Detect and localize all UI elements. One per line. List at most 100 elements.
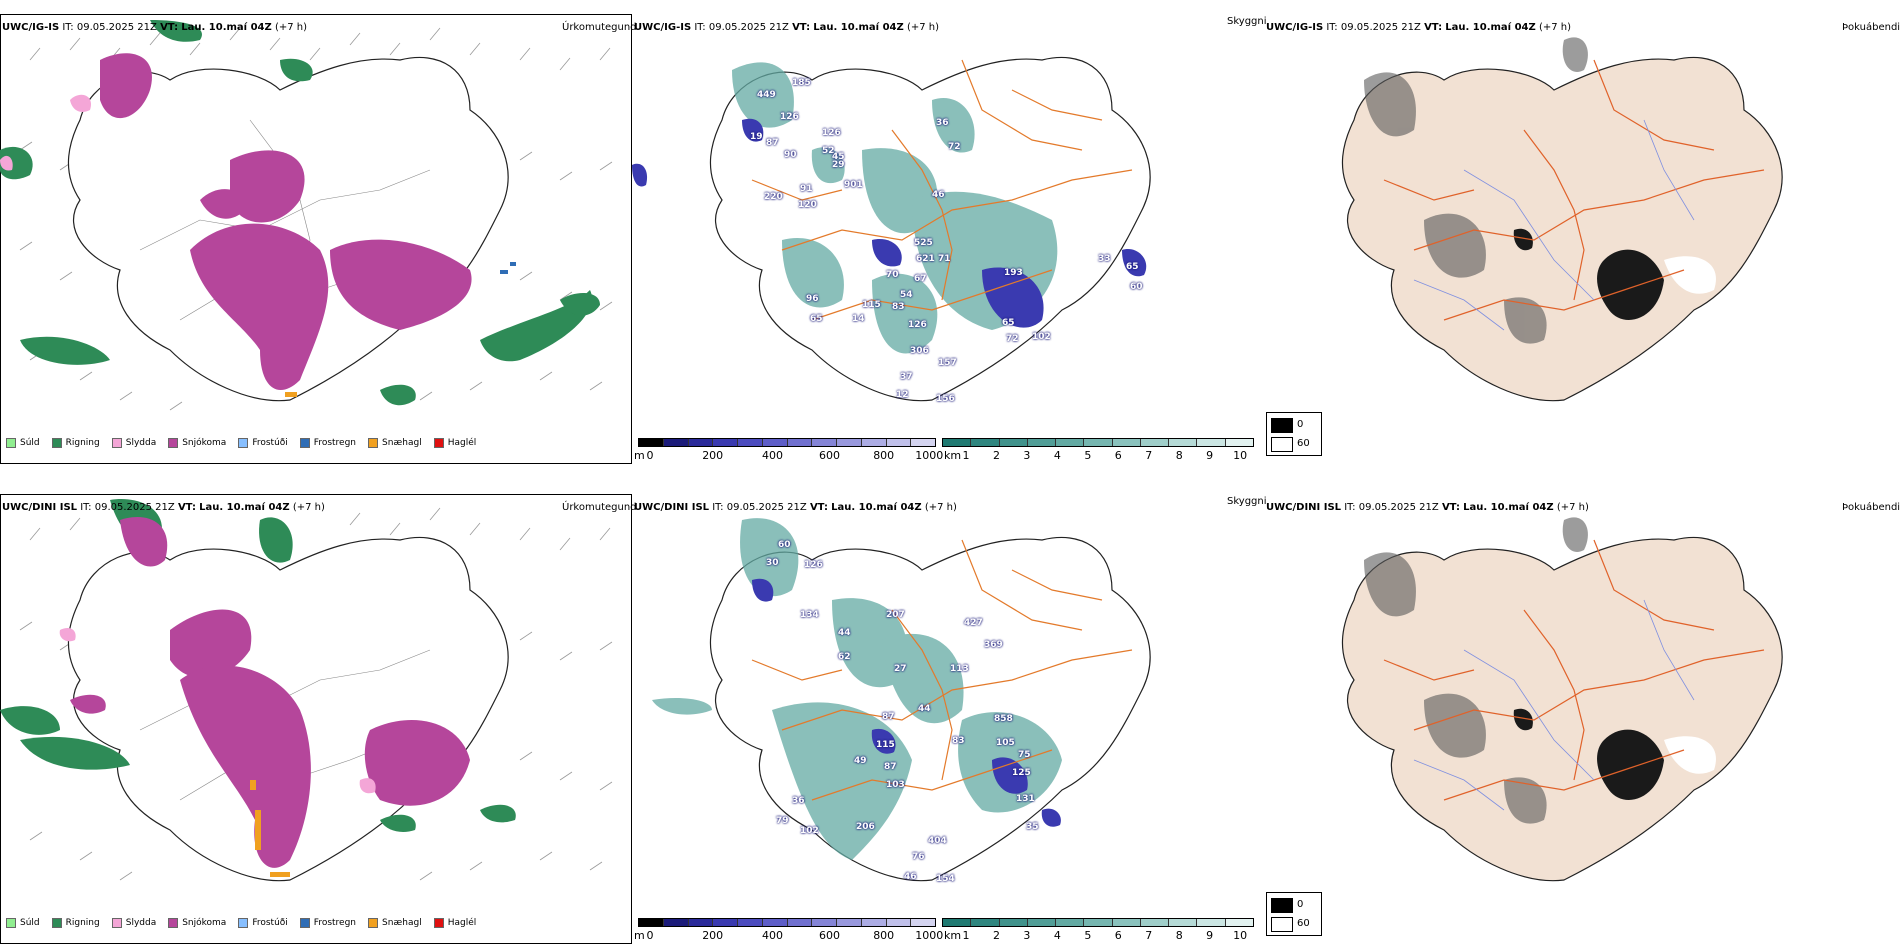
cloud-height-label: 193 xyxy=(1004,268,1023,278)
cloud-panel-1: 449 126 185 19 87 90 220 120 91 126 52 29 45 901 46 72 3… xyxy=(632,0,1267,470)
legend-item-snjokoma: Snjókoma xyxy=(168,918,226,928)
cbar-cell xyxy=(1027,439,1057,446)
panel-title: Úrkomutegund xyxy=(562,502,637,513)
cbar-cell xyxy=(1140,919,1170,926)
cloud-height-label: 87 xyxy=(766,138,779,148)
precip-legend: Súld Rigning Slydda Snjókoma Frostúði Fr… xyxy=(6,438,476,448)
cloud-height-label: 90 xyxy=(784,150,797,160)
cloud-height-label: 35 xyxy=(1026,822,1039,832)
cloudbase-unit: m xyxy=(634,449,645,462)
cloud-height-label: 87 xyxy=(884,762,897,772)
legend-swatch xyxy=(51,438,62,448)
legend-swatch xyxy=(368,918,379,928)
cbar-cell xyxy=(1225,439,1253,446)
cbar-cell xyxy=(713,919,738,926)
cloud-height-label: 87 xyxy=(882,712,895,722)
cbar-cell xyxy=(886,439,912,446)
panel-title: Úrkomutegund xyxy=(562,22,637,33)
cloud-height-label: 404 xyxy=(928,836,947,846)
cbar-cell xyxy=(1169,439,1198,446)
legend-swatch xyxy=(299,438,310,448)
panel-title: Skyggni xyxy=(1227,496,1267,507)
cbar-cell xyxy=(861,439,887,446)
cbar-cell xyxy=(911,439,935,446)
cloud-height-label: 76 xyxy=(912,852,925,862)
legend-swatch xyxy=(368,438,379,448)
cbar-cell xyxy=(999,439,1028,446)
fog-map xyxy=(1341,37,1783,402)
cbar-cell xyxy=(787,439,813,446)
cbar-cell xyxy=(812,439,837,446)
precip-type-panel-2: Súld Rigning Slydda Snjókoma Frostúði Fr… xyxy=(0,480,637,950)
fog-panel-2: 0 60 UWC/DINI ISL IT: 09.05.2025 21Z VT:… xyxy=(1264,480,1900,950)
cbar-cell xyxy=(688,919,714,926)
cloud-height-label: 120 xyxy=(798,200,817,210)
fog-legend-swatch xyxy=(1271,917,1293,932)
panel-header: UWC/DINI ISL IT: 09.05.2025 21Z VT: Lau.… xyxy=(2,502,325,513)
cbar-cell xyxy=(1084,439,1113,446)
cloud-height-label: 126 xyxy=(780,112,799,122)
cloud-height-label: 156 xyxy=(936,394,955,404)
cbar-cell xyxy=(943,919,972,926)
cbar-cell xyxy=(911,919,935,926)
cbar-cell xyxy=(713,439,738,446)
legend-item-slydda: Slydda xyxy=(111,918,156,928)
legend-swatch xyxy=(238,918,249,928)
cloud-height-label: 154 xyxy=(936,874,955,884)
panel-header: UWC/DINI ISL IT: 09.05.2025 21Z VT: Lau.… xyxy=(634,502,957,513)
cloud-height-label: 33 xyxy=(1098,254,1111,264)
cloud-height-label: 207 xyxy=(886,610,905,620)
cloud-height-label: 67 xyxy=(914,274,927,284)
cloud-height-label: 30 xyxy=(766,558,779,568)
cloud-height-label: 44 xyxy=(918,704,931,714)
cbar-cell xyxy=(663,439,689,446)
cloud-height-label: 60 xyxy=(778,540,791,550)
cbar-cell xyxy=(1225,919,1253,926)
cloud-height-label: 12 xyxy=(896,390,909,400)
cloud-height-label: 72 xyxy=(948,142,961,152)
visibility-colorbar xyxy=(942,438,1254,447)
precip-legend: Súld Rigning Slydda Snjókoma Frostúði Fr… xyxy=(6,918,476,928)
iceland-outline xyxy=(1341,536,1783,882)
cloud-height-label: 113 xyxy=(950,664,969,674)
cbar-cell xyxy=(663,919,689,926)
cloud-height-label: 19 xyxy=(750,132,763,142)
cbar-cell xyxy=(738,919,763,926)
panel-title: Þokuábendi xyxy=(1842,22,1900,33)
panel-header: UWC/IG-IS IT: 09.05.2025 21Z VT: Lau. 10… xyxy=(2,22,307,33)
cloudbase-colorbar xyxy=(638,438,936,447)
cloud-height-label: 115 xyxy=(862,300,881,310)
cbar-cell xyxy=(1112,919,1141,926)
cloud-height-label: 131 xyxy=(1016,794,1035,804)
cloud-height-label: 621 xyxy=(916,254,935,264)
cloud-height-label: 36 xyxy=(936,118,949,128)
legend-item-snaehagl: Snæhagl xyxy=(368,918,422,928)
cloud-height-label: 102 xyxy=(800,826,819,836)
visibility-colorbar xyxy=(942,918,1254,927)
cbar-cell xyxy=(738,439,763,446)
legend-item-frostudi: Frostúði xyxy=(238,918,288,928)
legend-item-snjokoma: Snjókoma xyxy=(168,438,226,448)
cbar-cell xyxy=(861,919,887,926)
cbar-cell xyxy=(886,919,912,926)
cbar-cell xyxy=(762,919,788,926)
cloud-height-label: 49 xyxy=(854,756,867,766)
cloud-height-label: 37 xyxy=(900,372,913,382)
cbar-cell xyxy=(812,919,837,926)
cloud-height-label: 901 xyxy=(844,180,863,190)
cbar-cell xyxy=(688,439,714,446)
cloud-height-label: 65 xyxy=(1002,318,1015,328)
legend-item-rigning: Rigning xyxy=(51,918,100,928)
cloud-height-label: 126 xyxy=(822,128,841,138)
legend-item-suld: Súld xyxy=(6,438,40,448)
precip-type-map xyxy=(0,499,613,882)
fog-legend: 0 60 xyxy=(1266,892,1322,936)
cbar-cell xyxy=(1112,439,1141,446)
map-frame xyxy=(0,14,632,464)
cloud-height-label: 29 xyxy=(832,160,845,170)
cbar-cell xyxy=(639,919,664,926)
fog-legend-swatch xyxy=(1271,898,1293,913)
legend-item-snaehagl: Snæhagl xyxy=(368,438,422,448)
visibility-unit: km xyxy=(944,449,962,462)
cloud-height-label: 185 xyxy=(792,78,811,88)
